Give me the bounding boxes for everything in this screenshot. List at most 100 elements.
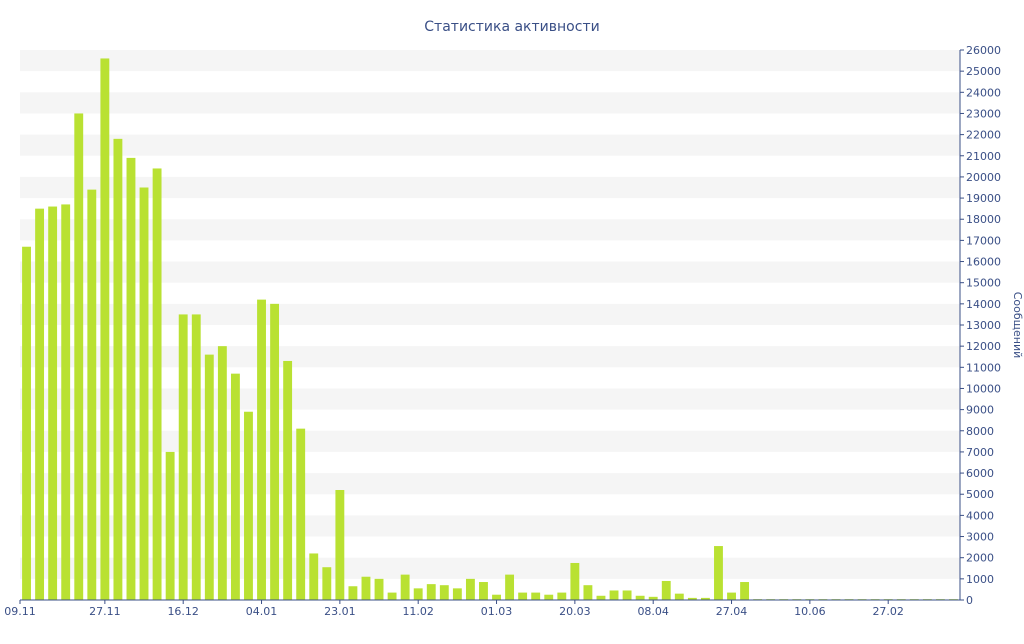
grid-band [20, 303, 960, 325]
bar [570, 562, 580, 600]
grid-band [20, 134, 960, 156]
y-tick-label: 6000 [966, 467, 994, 480]
grid-band [20, 346, 960, 368]
x-tick-label: 09.11 [4, 605, 36, 618]
bar [204, 354, 214, 600]
bar [152, 168, 162, 600]
bar [126, 157, 136, 600]
grid-band [20, 473, 960, 495]
bar [557, 592, 567, 600]
bar [426, 584, 436, 600]
bar [413, 588, 423, 600]
y-axis-title: Сообщений [1011, 292, 1024, 359]
x-tick-label: 04.01 [246, 605, 278, 618]
x-tick-label: 10.06 [794, 605, 826, 618]
y-tick-label: 8000 [966, 425, 994, 438]
x-tick-label: 20.03 [559, 605, 591, 618]
bar [687, 597, 697, 600]
y-tick-label: 4000 [966, 509, 994, 522]
bar [492, 594, 501, 600]
grid-band [20, 176, 960, 199]
bar [400, 574, 410, 600]
x-tick-label: 27.02 [872, 605, 904, 618]
y-tick-label: 18000 [966, 213, 1001, 226]
x-tick-label: 11.02 [402, 605, 434, 618]
bar [270, 303, 280, 600]
y-tick-label: 23000 [966, 107, 1001, 120]
y-tick-label: 2000 [966, 552, 994, 565]
grid-band [20, 92, 960, 114]
grid-band [20, 388, 960, 410]
y-tick-label: 16000 [966, 256, 1001, 269]
bar [387, 592, 397, 600]
x-tick-label: 23.01 [324, 605, 356, 618]
bar [583, 585, 593, 600]
bar [87, 189, 97, 600]
bar [374, 578, 384, 600]
y-tick-label: 5000 [966, 488, 994, 501]
bar [230, 373, 240, 600]
y-tick-label: 25000 [966, 65, 1001, 78]
bar [465, 578, 475, 600]
grid-band [20, 50, 960, 72]
bar [61, 204, 71, 600]
bar [505, 574, 515, 600]
x-tick-label: 01.03 [481, 605, 513, 618]
bar [257, 299, 266, 600]
y-tick-label: 22000 [966, 129, 1001, 142]
bar [700, 597, 710, 600]
y-tick-label: 26000 [966, 44, 1001, 57]
bar [309, 553, 319, 600]
bar [544, 594, 554, 600]
bar [518, 592, 528, 600]
y-tick-label: 15000 [966, 277, 1001, 290]
bar [244, 411, 253, 600]
bar [139, 187, 149, 600]
bar [727, 592, 736, 600]
y-tick-label: 13000 [966, 319, 1001, 332]
y-tick-label: 1000 [966, 573, 994, 586]
bar [217, 346, 227, 600]
x-tick-label: 27.04 [716, 605, 748, 618]
bars-group [22, 58, 958, 601]
bar [452, 588, 462, 600]
bar [361, 576, 371, 600]
bar [714, 546, 723, 600]
y-tick-label: 19000 [966, 192, 1001, 205]
x-tick-label: 08.04 [637, 605, 669, 618]
bar [322, 567, 332, 600]
y-tick-label: 21000 [966, 150, 1001, 163]
bar [740, 582, 750, 600]
y-tick-label: 11000 [966, 361, 1001, 374]
y-tick-label: 24000 [966, 86, 1001, 99]
bar [113, 138, 123, 600]
y-axis: 0 1000 2000 3000 4000 5000 6000 7000 8000 9000 100… [959, 44, 1001, 607]
y-tick-label: 3000 [966, 531, 994, 544]
bar [348, 586, 358, 600]
grid-band [20, 430, 960, 452]
bar [439, 585, 449, 600]
grid-band [20, 557, 960, 579]
x-tick-label: 16.12 [167, 605, 199, 618]
bar [596, 595, 606, 600]
bar [674, 593, 684, 600]
y-tick-label: 7000 [966, 446, 994, 459]
bar [661, 580, 671, 600]
x-axis: 09.11 27.11 16.12 04.01 23.01 11.02 01.03 20.03… [4, 599, 960, 618]
y-tick-label: 20000 [966, 171, 1001, 184]
bar [178, 314, 188, 600]
bar [100, 58, 110, 600]
bar [22, 246, 31, 600]
bar [165, 451, 175, 600]
bar [335, 490, 345, 600]
y-tick-label: 14000 [966, 298, 1001, 311]
grid-bands [20, 50, 960, 579]
chart-title: Статистика активности [424, 19, 599, 35]
bar [48, 206, 58, 601]
y-tick-label: 17000 [966, 234, 1001, 247]
bar [609, 590, 619, 600]
grid-band [20, 219, 960, 241]
bar [479, 582, 488, 600]
bar [191, 314, 201, 600]
